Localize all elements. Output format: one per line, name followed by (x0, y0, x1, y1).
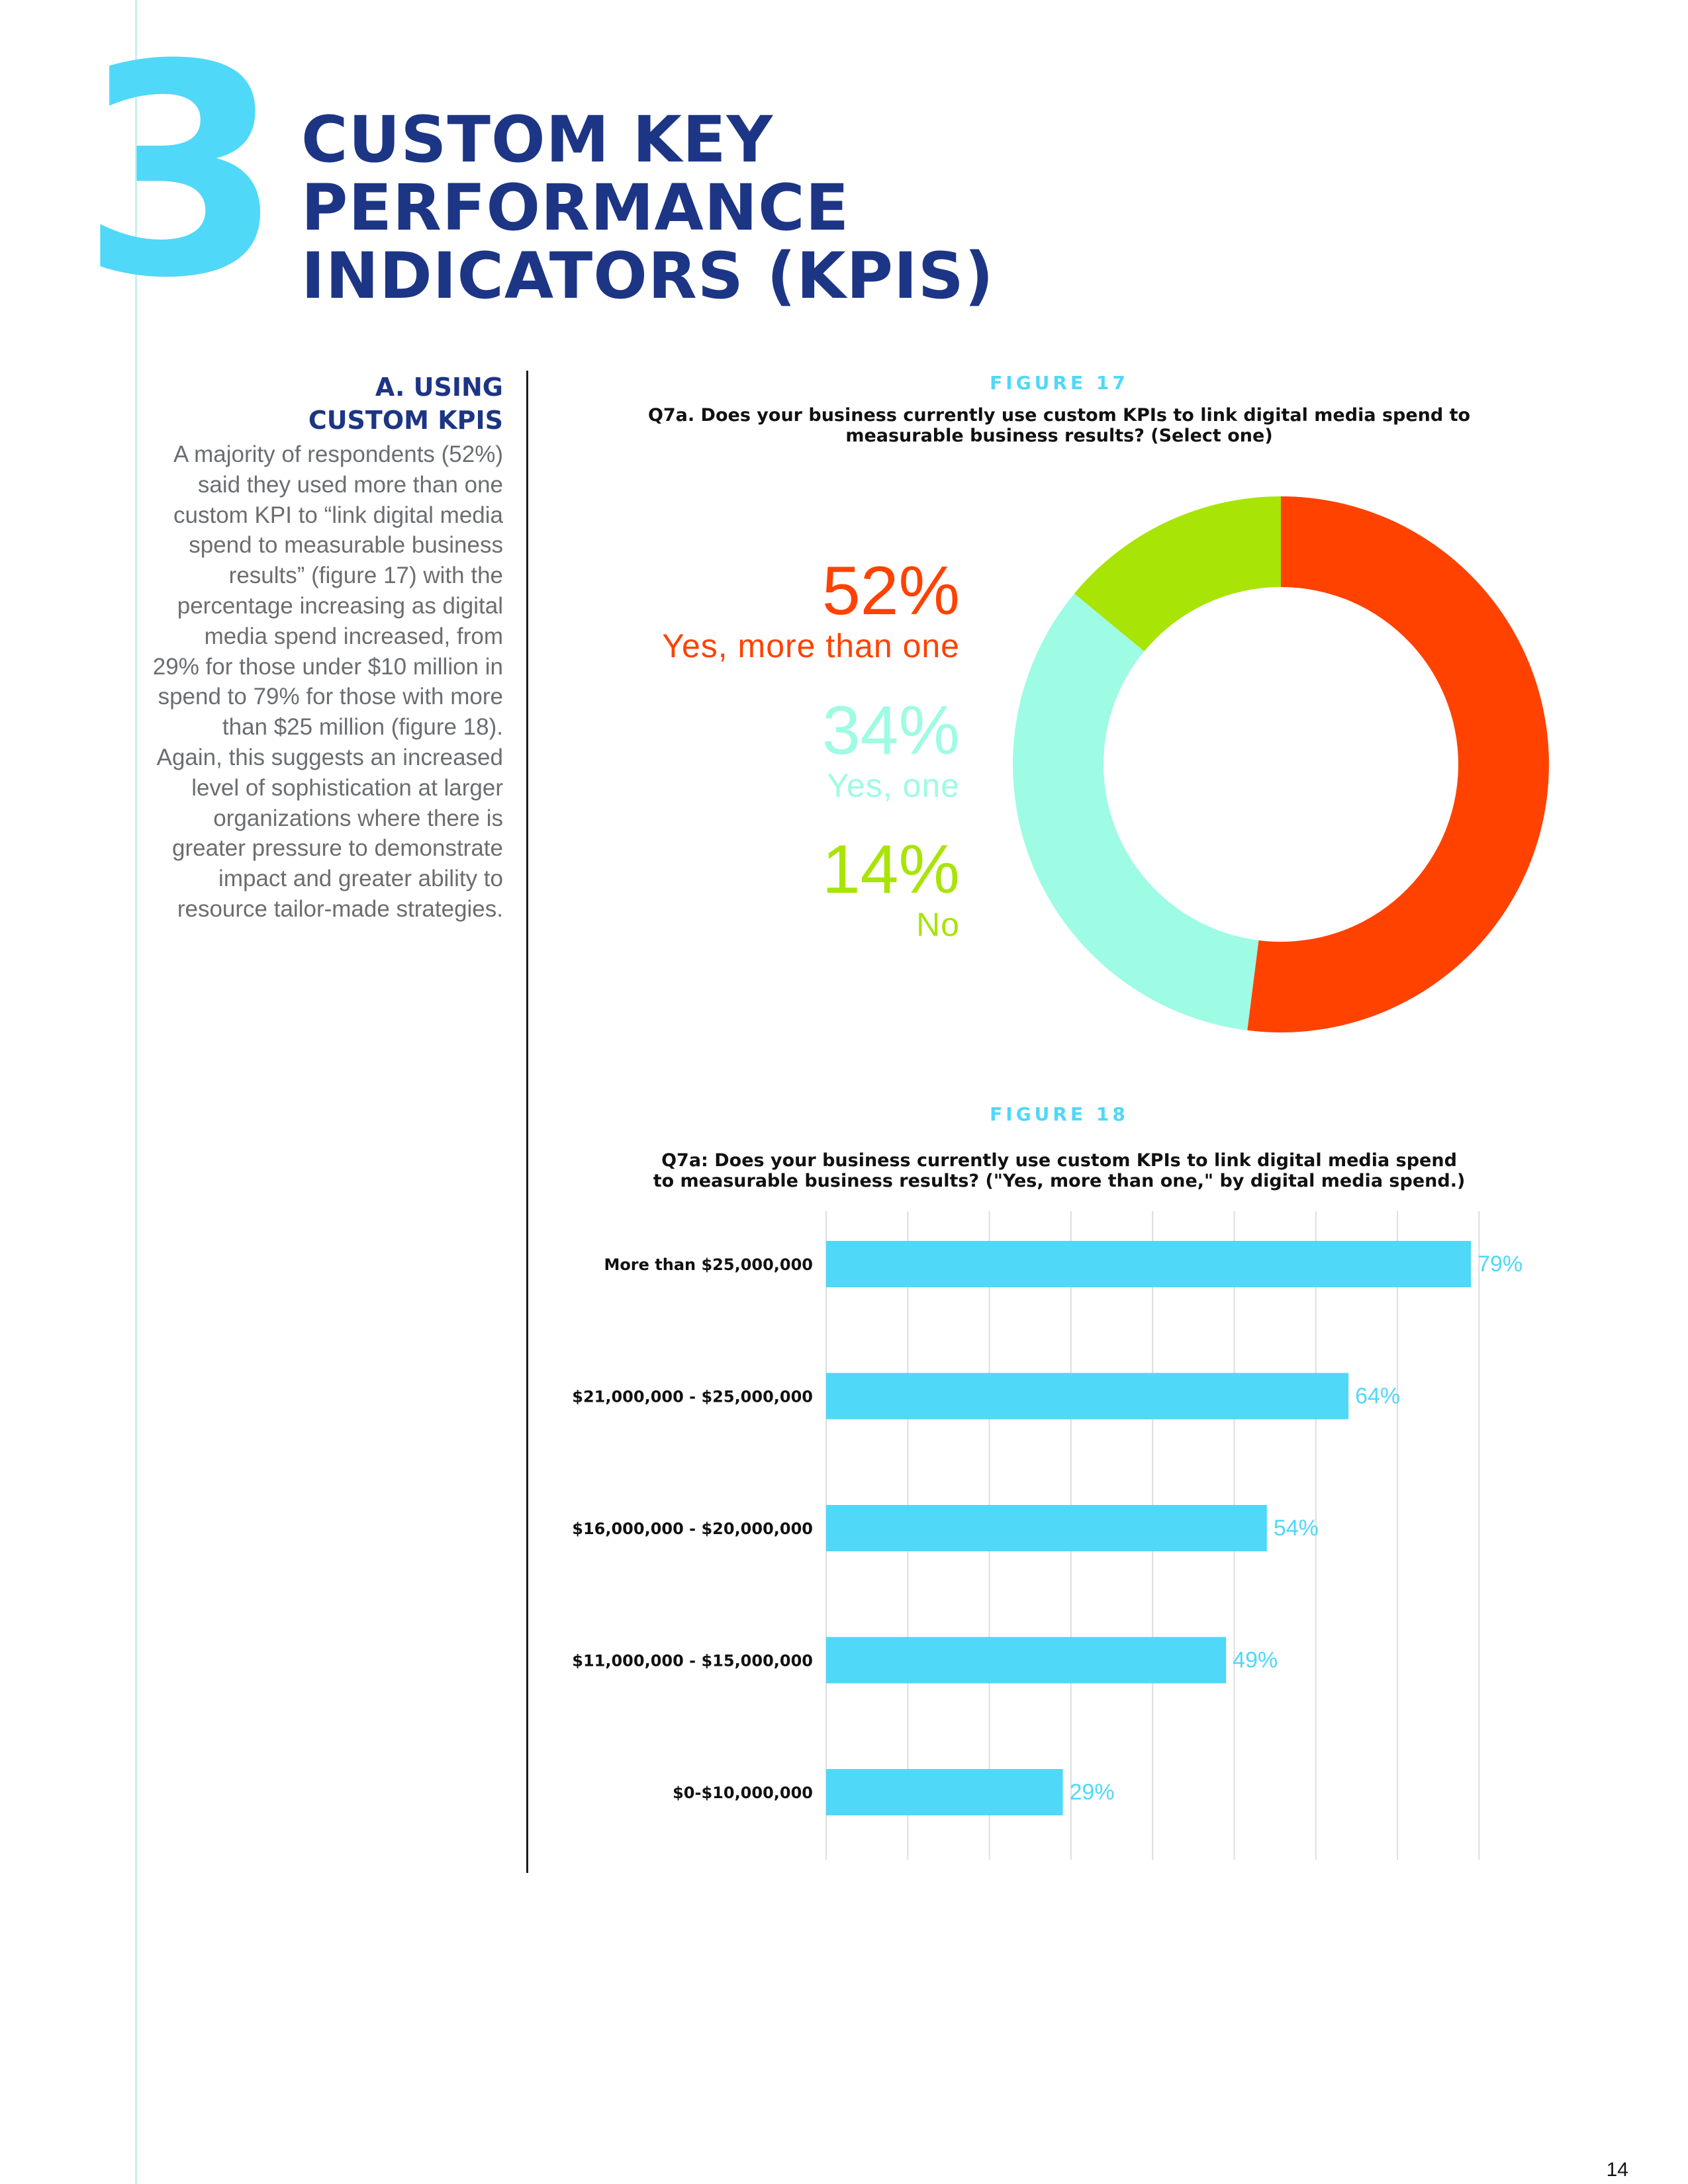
bar (826, 1505, 1267, 1551)
margin-rule (135, 0, 137, 2184)
legend-label: No (916, 906, 960, 943)
subsection-heading-line: CUSTOM KPIS (308, 406, 503, 435)
sidebar-body-text: A majority of respondents (52%) said the… (152, 441, 503, 922)
donut-chart (1013, 496, 1549, 1032)
subsection-heading: A. USING CUSTOM KPIS (159, 371, 503, 437)
bar (826, 1769, 1063, 1815)
legend-value: 52% (821, 553, 960, 629)
legend-label: Yes, more than one (662, 627, 960, 664)
bar-category-label: $21,000,000 - $25,000,000 (572, 1388, 813, 1406)
bar-value-label: 64% (1355, 1384, 1400, 1409)
subsection-heading-line: A. USING (375, 373, 503, 402)
bar-category-label: More than $25,000,000 (604, 1255, 813, 1274)
donut-slice-yes-one (1013, 593, 1259, 1030)
legend-item-yes-one: 34% Yes, one (569, 694, 960, 804)
bar (826, 1241, 1472, 1287)
bar-category-label: $11,000,000 - $15,000,000 (572, 1652, 813, 1670)
bar (826, 1373, 1349, 1420)
chapter-title-line: CUSTOM KEY (301, 103, 774, 177)
legend-label: Yes, one (827, 767, 960, 804)
figure-18-question: Q7a: Does your business currently use cu… (583, 1150, 1536, 1191)
bar-value-label: 79% (1477, 1251, 1523, 1277)
bar-category-label: $16,000,000 - $20,000,000 (572, 1520, 813, 1538)
page-number: 14 (1606, 2159, 1628, 2181)
figure-17-question: Q7a. Does your business currently use cu… (583, 405, 1536, 446)
figure-17-label: FIGURE 17 (990, 372, 1129, 394)
figure-18-question-line: to measurable business results? ("Yes, m… (653, 1171, 1466, 1191)
legend-item-yes-more-than-one: 52% Yes, more than one (569, 555, 960, 664)
figure-17-question-line: Q7a. Does your business currently use cu… (647, 405, 1471, 426)
bar-value-label: 54% (1274, 1516, 1319, 1541)
figure-18-question-line: Q7a: Does your business currently use cu… (661, 1150, 1457, 1171)
chapter-title-line: INDICATORS (KPIS) (301, 239, 994, 313)
chapter-title: CUSTOM KEY PERFORMANCE INDICATORS (KPIS) (301, 106, 1294, 310)
column-divider (526, 371, 528, 1873)
figure-17-question-line: measurable business results? (Select one… (845, 426, 1273, 446)
bar-value-label: 29% (1070, 1780, 1115, 1805)
bar-category-label: $0-$10,000,000 (673, 1784, 813, 1802)
bar-value-label: 49% (1233, 1648, 1278, 1673)
legend-value: 34% (821, 692, 960, 769)
legend-item-no: 14% No (569, 833, 960, 943)
bar-chart: More than $25,000,000 79% $21,000,000 - $2… (572, 1211, 1523, 1860)
section-number: 3 (80, 3, 283, 341)
legend-value: 14% (821, 831, 960, 908)
bar (826, 1637, 1227, 1684)
figure-18-label: FIGURE 18 (990, 1103, 1129, 1125)
donut-slice-yes-more-than-one (1247, 496, 1549, 1032)
chapter-title-line: PERFORMANCE (301, 171, 850, 245)
donut-slice-no (1074, 496, 1281, 652)
